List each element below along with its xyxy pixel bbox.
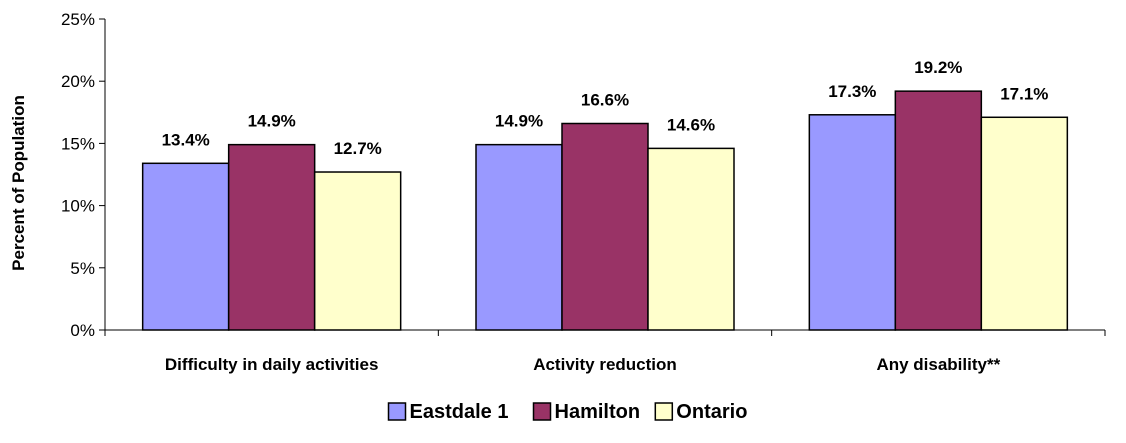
bar — [980, 116, 1069, 331]
bar — [894, 90, 983, 331]
y-tick-label: 20% — [61, 72, 95, 91]
x-category-label: Difficulty in daily activities — [165, 355, 379, 374]
y-axis-title-group: Percent of Population — [9, 95, 28, 271]
legend-label: Ontario — [676, 401, 747, 423]
legend-label: Hamilton — [555, 401, 641, 423]
bar — [313, 171, 402, 331]
bar — [141, 162, 230, 331]
y-tick-label: 25% — [61, 10, 95, 29]
legend-swatch — [532, 402, 552, 421]
legend-swatch — [387, 402, 407, 421]
data-label: 17.1% — [1000, 84, 1048, 103]
data-label: 14.9% — [495, 112, 543, 131]
y-tick-label: 15% — [61, 134, 95, 153]
bar — [227, 143, 316, 331]
bar — [561, 122, 649, 331]
y-tick-label: 0% — [70, 321, 95, 340]
data-label: 13.4% — [162, 130, 210, 149]
y-tick-label: 5% — [70, 259, 95, 278]
legend-label: Eastdale 1 — [410, 401, 509, 423]
bar — [647, 147, 735, 331]
data-label: 14.9% — [248, 112, 296, 131]
data-label: 19.2% — [914, 58, 962, 77]
bar — [808, 114, 897, 331]
y-tick-label: 10% — [61, 197, 95, 216]
data-label: 17.3% — [828, 82, 876, 101]
x-category-label: Activity reduction — [533, 355, 677, 374]
y-axis-title: Percent of Population — [9, 95, 28, 271]
data-label: 12.7% — [334, 139, 382, 158]
data-label: 14.6% — [667, 115, 715, 134]
x-category-label: Any disability** — [876, 355, 1000, 374]
plot-area: 0% 5% 10% 15% 20% 25% 13.4% 14.9% 12.7% Difficult… — [61, 10, 1106, 374]
legend: Eastdale 1 Hamilton Ontario — [387, 401, 747, 423]
bar — [475, 143, 563, 331]
data-label: 16.6% — [581, 90, 629, 109]
legend-swatch — [654, 402, 674, 421]
